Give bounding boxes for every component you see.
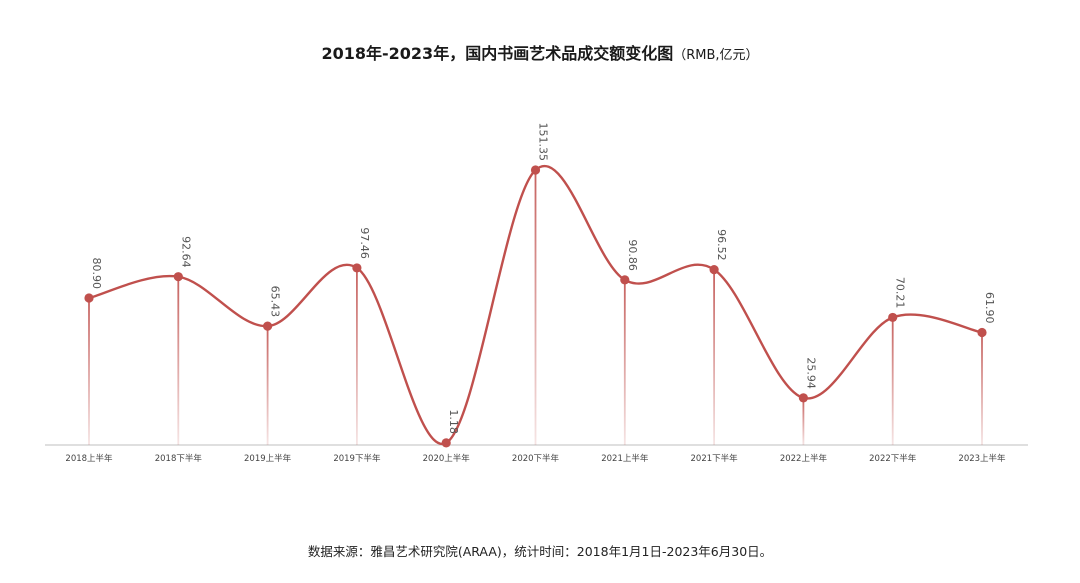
data-point: [84, 293, 94, 303]
data-point: [173, 272, 183, 282]
x-tick-label: 2021下半年: [691, 453, 739, 464]
data-point: [263, 321, 273, 331]
data-point: [888, 312, 898, 323]
drop-line: [534, 170, 537, 445]
drop-line: [356, 267, 358, 445]
drop-line: [177, 276, 180, 445]
x-tick-label: 2018下半年: [155, 453, 203, 464]
data-label: 80.90: [90, 258, 103, 290]
data-label: 70.21: [894, 277, 907, 309]
data-label: 61.90: [983, 292, 996, 324]
data-label: 96.52: [715, 229, 728, 261]
x-tick-label: 2022上半年: [780, 453, 828, 464]
data-label: 25.94: [804, 357, 817, 389]
data-label: 151.35: [537, 123, 550, 162]
drop-line: [981, 332, 983, 445]
chart-unit: （RMB,亿元）: [673, 48, 759, 63]
x-tick-label: 2019下半年: [333, 453, 381, 464]
x-tick-label: 2022下半年: [869, 453, 917, 464]
x-tick-label: 2019上半年: [244, 453, 292, 464]
x-tick-label: 2020下半年: [512, 453, 560, 464]
data-label: 97.46: [358, 227, 371, 259]
data-point: [441, 438, 451, 448]
x-tick-label: 2020上半年: [423, 453, 471, 464]
data-point: [620, 275, 630, 285]
x-tick-label: 2021上半年: [601, 453, 649, 464]
drop-line: [802, 397, 805, 445]
data-label: 65.43: [269, 286, 282, 318]
data-point: [798, 393, 809, 403]
data-point: [977, 327, 987, 338]
source-note: 数据来源：雅昌艺术研究院(ARAA)，统计时间：2018年1月1日-2023年6…: [307, 544, 773, 559]
chart-title-text: 2018年-2023年，国内书画艺术品成交额变化图: [321, 44, 674, 63]
data-point: [709, 265, 719, 275]
drop-line: [88, 298, 90, 445]
data-point: [530, 165, 541, 175]
drop-line: [266, 326, 269, 445]
drop-line: [891, 317, 894, 445]
data-label: 1.18: [447, 409, 460, 434]
drop-line: [623, 279, 626, 445]
drop-line: [713, 269, 715, 445]
chart-title: 2018年-2023年，国内书画艺术品成交额变化图（RMB,亿元）: [0, 40, 1080, 64]
data-point: [352, 263, 362, 273]
data-label: 90.86: [626, 239, 639, 271]
x-tick-label: 2018上半年: [65, 453, 113, 464]
data-label: 92.64: [179, 236, 192, 268]
x-tick-label: 2023上半年: [958, 453, 1006, 464]
